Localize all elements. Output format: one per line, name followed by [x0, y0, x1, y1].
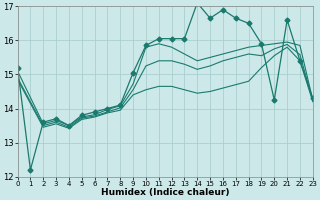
- X-axis label: Humidex (Indice chaleur): Humidex (Indice chaleur): [101, 188, 229, 197]
